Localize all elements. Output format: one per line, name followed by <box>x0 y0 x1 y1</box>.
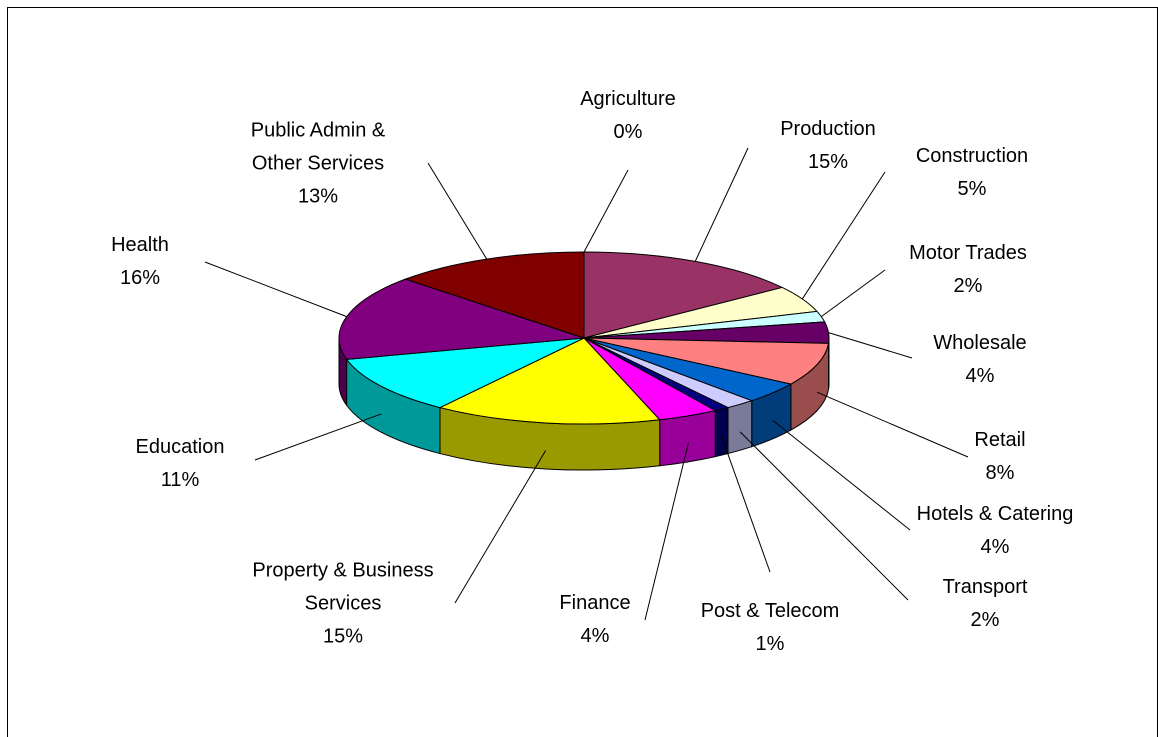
data-label: Wholesale 4% <box>888 327 1073 393</box>
leader-line <box>583 169 629 253</box>
value-label: 4% <box>580 625 610 647</box>
data-label: Production 15% <box>736 113 921 179</box>
data-label: Post & Telecom 1% <box>678 595 863 661</box>
value-label: 11% <box>160 469 200 491</box>
slice <box>338 278 585 360</box>
data-label: Hotels & Catering 4% <box>903 498 1088 564</box>
category-label: Motor Trades <box>909 242 1027 264</box>
leader-line <box>427 162 488 260</box>
leader-line <box>739 431 909 601</box>
data-label: Agriculture 0% <box>536 83 721 149</box>
leader-line <box>816 391 969 458</box>
value-label: 15% <box>807 151 849 173</box>
category-label: Hotels & Catering <box>916 503 1074 525</box>
leader-line <box>694 147 749 262</box>
category-label: Health <box>111 234 169 256</box>
leader-line <box>204 261 347 318</box>
value-label: 4% <box>980 536 1010 558</box>
slice <box>403 251 585 339</box>
category-label: Finance <box>559 592 631 614</box>
category-label: Agriculture <box>580 88 676 110</box>
category-label: Post & Telecom <box>700 600 840 622</box>
leader-line <box>772 420 911 531</box>
value-label: 8% <box>985 462 1015 484</box>
leader-line <box>828 332 913 359</box>
data-label: Motor Trades 2% <box>876 237 1061 303</box>
data-label: Finance 4% <box>503 587 688 653</box>
category-label: Public Admin & Other Services <box>250 119 386 175</box>
value-label: 4% <box>965 365 995 387</box>
category-label: Transport <box>942 576 1028 598</box>
slice-side <box>727 399 753 455</box>
slice <box>438 337 661 425</box>
value-label: 5% <box>957 178 987 200</box>
value-label: 2% <box>970 609 1000 631</box>
data-label: Retail 8% <box>908 424 1093 490</box>
data-label: Public Admin & Other Services 13% <box>226 115 411 214</box>
slice <box>345 337 585 409</box>
value-label: 16% <box>119 267 161 289</box>
leader-lines <box>204 147 969 621</box>
leader-line <box>721 436 771 573</box>
category-label: Education <box>135 436 225 458</box>
leader-line <box>644 443 689 621</box>
value-label: 1% <box>755 633 785 655</box>
data-label: Construction 5% <box>880 140 1065 206</box>
category-label: Production <box>780 118 876 140</box>
slice <box>583 337 830 385</box>
data-label: Education 11% <box>88 431 273 497</box>
leader-line <box>821 269 886 318</box>
value-label: 13% <box>297 185 339 208</box>
category-label: Retail <box>974 429 1026 451</box>
data-label: Transport 2% <box>893 571 1078 637</box>
value-label: 15% <box>322 625 364 648</box>
pie-tops <box>338 251 830 425</box>
category-label: Property & Business Services <box>252 559 434 615</box>
leader-line <box>254 413 382 461</box>
value-label: 2% <box>953 275 983 297</box>
category-label: Construction <box>915 145 1029 167</box>
value-label: 0% <box>613 121 643 143</box>
leader-line <box>801 171 886 300</box>
leader-line <box>454 450 547 604</box>
category-label: Wholesale <box>933 332 1027 354</box>
data-label: Property & Business Services 15% <box>251 555 436 654</box>
data-label: Health 16% <box>48 229 233 295</box>
